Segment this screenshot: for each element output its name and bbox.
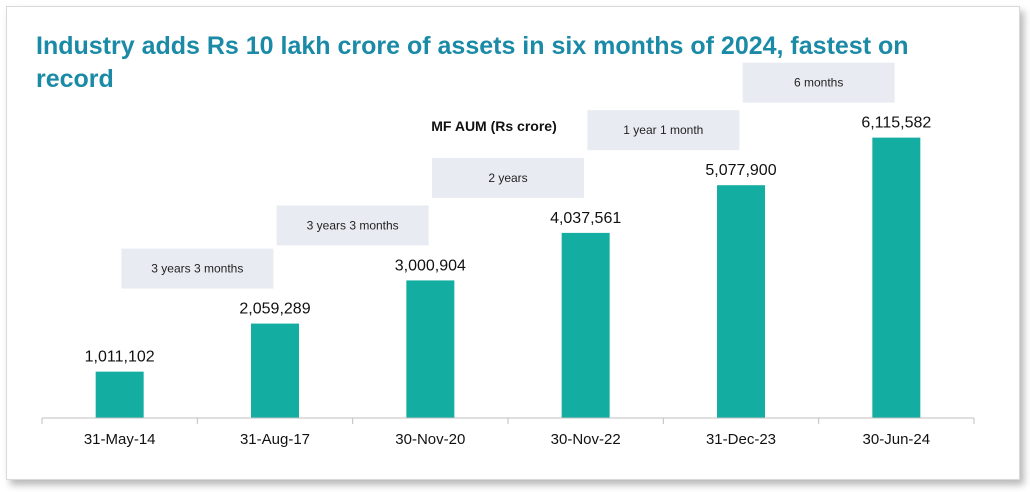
period-annotation-box xyxy=(276,205,429,246)
bar xyxy=(561,232,610,418)
period-annotation-box xyxy=(587,110,740,151)
period-annotation-box xyxy=(742,62,895,103)
bar xyxy=(95,371,144,418)
bar xyxy=(251,323,299,418)
bar xyxy=(717,185,765,418)
period-annotation-label: 2 years xyxy=(488,171,527,185)
chart-title: MF AUM (Rs crore) xyxy=(431,118,557,134)
period-annotation-box xyxy=(432,157,584,198)
period-annotation-label: 3 years 3 months xyxy=(151,262,243,276)
data-label: 1,011,102 xyxy=(85,349,155,366)
x-tick-label: 31-Aug-17 xyxy=(240,431,310,448)
data-label: 3,000,904 xyxy=(395,257,466,274)
x-tick-label: 30-Jun-24 xyxy=(863,431,931,448)
period-annotation-label: 1 year 1 month xyxy=(623,123,703,137)
period-annotation-label: 3 years 3 months xyxy=(307,218,399,232)
data-label: 2,059,289 xyxy=(239,301,310,318)
headline: Industry adds Rs 10 lakh crore of assets… xyxy=(36,32,909,93)
x-tick-label: 30-Nov-22 xyxy=(551,431,621,448)
bar xyxy=(406,280,455,418)
data-label: 4,037,561 xyxy=(550,210,621,227)
x-tick-label: 31-May-14 xyxy=(84,431,156,448)
data-label: 6,115,582 xyxy=(861,115,931,132)
period-annotation-box xyxy=(121,248,274,289)
x-tick-label: 30-Nov-20 xyxy=(395,431,465,448)
bar xyxy=(872,137,921,418)
x-tick-label: 31-Dec-23 xyxy=(706,431,776,448)
period-annotation-label: 6 months xyxy=(794,76,843,90)
data-label: 5,077,900 xyxy=(705,162,776,179)
